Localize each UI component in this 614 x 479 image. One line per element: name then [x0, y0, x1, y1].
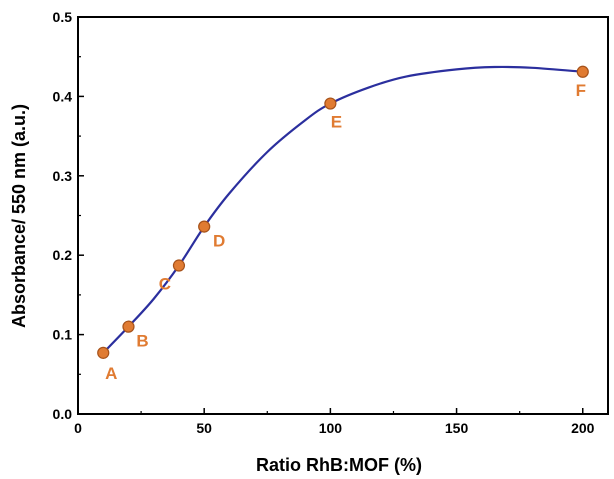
data-point-a [97, 346, 110, 359]
data-point-f [576, 65, 589, 78]
plot-frame [77, 16, 609, 415]
y-tick-label: 0.1 [53, 327, 73, 343]
y-tick-label: 0.2 [53, 247, 73, 263]
fit-curve [102, 65, 583, 354]
x-tick-label: 100 [319, 420, 343, 436]
data-point-b [122, 320, 135, 333]
point-label-e: E [331, 113, 342, 132]
data-point-e [324, 97, 337, 110]
point-label-f: F [576, 81, 586, 100]
data-point-c [172, 259, 186, 272]
y-axis-title: Absorbance/ 550 nm (a.u.) [9, 104, 29, 328]
x-tick-label: 0 [74, 420, 82, 436]
y-tick-label: 0.3 [53, 168, 73, 184]
point-label-a: A [105, 364, 117, 383]
y-tick-label: 0.5 [53, 9, 73, 25]
point-label-c: C [159, 275, 171, 294]
x-tick-label: 200 [571, 420, 595, 436]
x-tick-label: 50 [196, 420, 212, 436]
point-label-b: B [136, 332, 148, 351]
x-axis-title: Ratio RhB:MOF (%) [256, 455, 422, 475]
plot-area: 0 50 100 150 200 0.0 0.1 0.2 0.3 0.4 0.5 AB C D E F [53, 9, 609, 436]
y-tick-label: 0.4 [53, 88, 73, 104]
x-tick-label: 150 [445, 420, 469, 436]
y-tick-label: 0.0 [53, 406, 73, 422]
point-label-d: D [213, 232, 225, 251]
data-point-d [198, 220, 211, 233]
